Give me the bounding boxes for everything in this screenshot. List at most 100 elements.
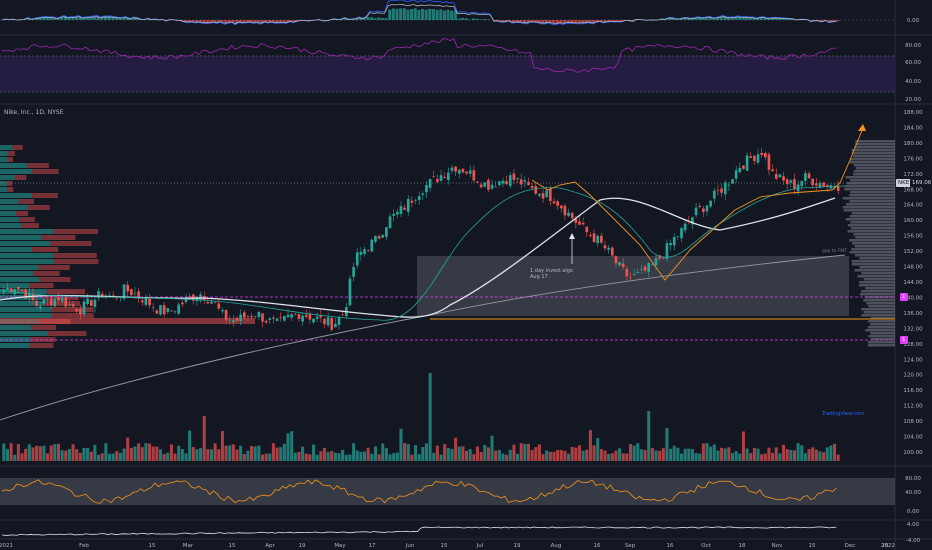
profile-bar xyxy=(847,224,895,227)
volume-bar xyxy=(129,447,133,461)
price-axis[interactable]: 0.0080.0060.0040.0020.00188.00184.00180.… xyxy=(903,18,923,544)
volume-bar xyxy=(537,444,541,461)
candle-body xyxy=(567,212,570,216)
volume-bar xyxy=(257,445,261,461)
volume-bar xyxy=(13,454,17,461)
macd-bar xyxy=(676,18,680,20)
macd-bar xyxy=(683,17,687,20)
volume-bar xyxy=(508,449,512,461)
macd-bar xyxy=(85,17,89,20)
volume-bar xyxy=(643,449,647,461)
candle-body xyxy=(122,284,126,299)
price-pane[interactable]: 1 day invest algo Aug 17 gap to FMT xyxy=(0,124,895,421)
candle-body xyxy=(800,181,804,187)
volume-bar xyxy=(501,453,505,461)
symbol-title[interactable]: Nike, Inc., 1D, NYSE xyxy=(4,109,64,116)
profile-bar xyxy=(852,155,895,158)
candle-body xyxy=(804,173,807,181)
macd-bar xyxy=(705,17,709,20)
volume-bar xyxy=(199,448,203,461)
macd-bar xyxy=(781,18,785,20)
profile-bar-up xyxy=(0,331,48,336)
candle-body xyxy=(731,179,734,184)
time-axis-label: 15 xyxy=(809,543,816,549)
macd-bar xyxy=(74,17,78,20)
candle-body xyxy=(578,221,581,225)
profile-bar xyxy=(868,305,895,308)
volume-bar xyxy=(603,450,607,461)
macd-bar xyxy=(519,20,523,23)
candle-body xyxy=(836,185,840,191)
macd-bar xyxy=(216,20,221,23)
volume-bar xyxy=(654,450,658,461)
time-axis-label: 19 xyxy=(299,543,306,549)
macd-bar xyxy=(475,18,479,20)
arrow-head-icon xyxy=(858,124,866,131)
profile-bar xyxy=(855,143,895,146)
price-tag-value: 169.06 xyxy=(910,179,932,187)
profile-bar-down xyxy=(14,175,27,180)
macd-bar xyxy=(388,9,392,20)
stoch-axis-label: 80.00 xyxy=(905,476,921,482)
profile-bar-up xyxy=(0,199,19,204)
candle-body xyxy=(534,186,538,194)
candle-body xyxy=(359,251,363,255)
macd-bar xyxy=(384,18,388,20)
profile-bar xyxy=(850,221,895,224)
profile-bar-up xyxy=(0,325,31,330)
rsi-pane[interactable] xyxy=(0,37,895,93)
volume-bar xyxy=(803,453,807,461)
volume-bar xyxy=(727,447,731,461)
volume-bar xyxy=(825,447,829,461)
volume-bar xyxy=(173,453,177,461)
candle-body xyxy=(785,179,789,185)
volume-bar xyxy=(282,443,286,461)
price-axis-label: 152.00 xyxy=(903,249,923,255)
profile-bar xyxy=(870,323,895,326)
macd-bar xyxy=(533,20,537,23)
harmonic-pattern[interactable] xyxy=(531,127,864,281)
macd-bar xyxy=(202,20,206,23)
volume-bar xyxy=(596,438,600,461)
volume-bar xyxy=(35,445,39,461)
volume-bar xyxy=(71,444,75,461)
profile-bar xyxy=(854,254,895,257)
volume-bar xyxy=(191,447,195,461)
time-axis[interactable]: 2021 Feb 15 Mar 15 Apr 19 May 17 Jun 15 Jul 19 Aug 16 S… xyxy=(0,543,895,549)
candle-body xyxy=(603,245,607,249)
volume-bar xyxy=(395,452,399,461)
volume-bar xyxy=(107,453,112,461)
candle-body xyxy=(767,154,771,170)
candle-body xyxy=(53,298,57,307)
volume-bar xyxy=(355,450,359,461)
candle-body xyxy=(425,184,428,193)
macd-bar xyxy=(482,19,486,20)
macd-bar xyxy=(424,9,428,20)
volume-bar xyxy=(632,445,636,461)
candle-body xyxy=(155,310,159,314)
macd-bar xyxy=(267,20,272,23)
candle-body xyxy=(763,153,767,158)
gap-range-box[interactable] xyxy=(417,256,849,316)
macd-bar xyxy=(71,17,75,20)
candle-body xyxy=(778,174,782,178)
candle-body xyxy=(683,223,687,231)
price-axis-label: 112.00 xyxy=(903,404,923,410)
profile-bar xyxy=(861,290,895,293)
volume-bar xyxy=(151,446,155,461)
macd-pane[interactable] xyxy=(0,0,895,26)
price-axis-label: 136.00 xyxy=(903,311,923,317)
candle-body xyxy=(814,183,818,186)
macd-bar xyxy=(668,17,672,20)
volume-bar xyxy=(720,447,724,461)
macd-bar xyxy=(278,20,282,23)
profile-bar xyxy=(851,248,895,251)
candle-body xyxy=(450,167,454,171)
stoch-pane[interactable] xyxy=(0,478,895,505)
macd-bar xyxy=(89,17,93,20)
macd-bar xyxy=(107,16,111,20)
candle-body xyxy=(436,178,439,182)
candle-body xyxy=(680,228,683,239)
price-axis-label: 168.00 xyxy=(903,187,923,193)
